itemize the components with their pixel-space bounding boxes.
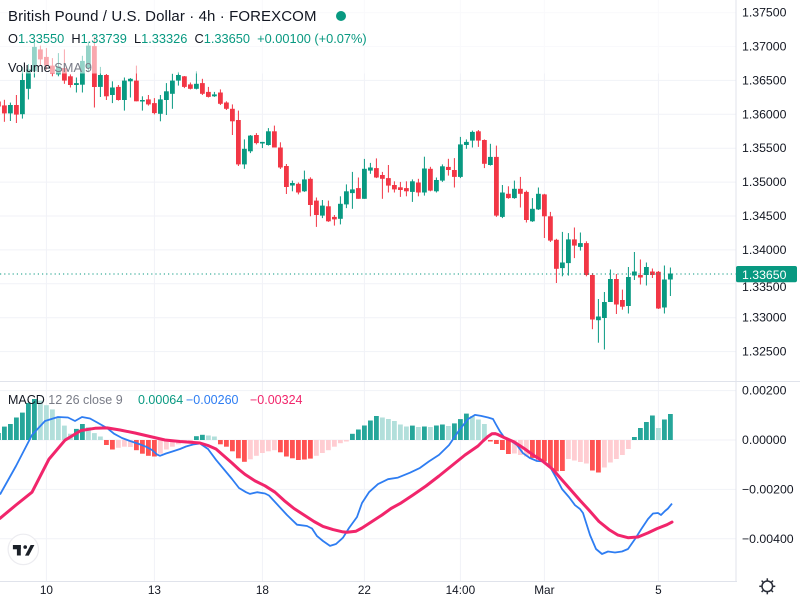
svg-text:14:00: 14:00: [446, 583, 476, 597]
svg-text:1.35500: 1.35500: [742, 141, 787, 155]
svg-text:1.37500: 1.37500: [742, 6, 787, 20]
svg-text:MACD 12 26 close 90.00064−0.00: MACD 12 26 close 9 0.00064 −0.00260 −0.0032…: [8, 393, 303, 407]
svg-text:13: 13: [148, 583, 162, 597]
svg-text:10: 10: [40, 583, 54, 597]
svg-text:1.33000: 1.33000: [742, 311, 787, 325]
svg-text:22: 22: [358, 583, 371, 597]
svg-text:Volume SMA 9: Volume SMA 9: [8, 60, 92, 75]
svg-text:Mar: Mar: [534, 583, 554, 597]
svg-text:1.33500: 1.33500: [742, 280, 787, 294]
svg-text:British Pound / U.S. Dollar ·: British Pound / U.S. Dollar · 4h · FOREX…: [8, 8, 317, 25]
svg-text:0.00200: 0.00200: [742, 384, 787, 398]
svg-text:−0.00200: −0.00200: [742, 482, 794, 496]
svg-text:1.34000: 1.34000: [742, 243, 787, 257]
svg-text:O1.33550 H1.33739 L1.33326: O1.33550 H1.33739 L1.33326 C1.33650 +0.0…: [8, 31, 367, 46]
svg-text:1.34500: 1.34500: [742, 209, 787, 223]
svg-text:−0.00400: −0.00400: [742, 532, 794, 546]
svg-text:5: 5: [655, 583, 662, 597]
svg-text:1.33650: 1.33650: [742, 268, 787, 282]
svg-text:0.00000: 0.00000: [742, 433, 787, 447]
svg-text:1.32500: 1.32500: [742, 345, 787, 359]
svg-text:1.35000: 1.35000: [742, 175, 787, 189]
svg-text:1.36500: 1.36500: [742, 73, 787, 87]
svg-text:18: 18: [256, 583, 270, 597]
svg-text:1.37000: 1.37000: [742, 40, 787, 54]
svg-text:1.36000: 1.36000: [742, 107, 787, 121]
